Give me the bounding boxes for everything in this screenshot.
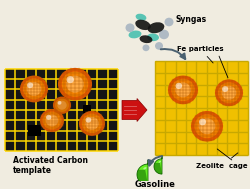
Text: Syngas: Syngas bbox=[176, 15, 207, 24]
Circle shape bbox=[23, 78, 45, 99]
Text: Gasoline: Gasoline bbox=[134, 180, 175, 189]
Ellipse shape bbox=[147, 33, 159, 41]
Circle shape bbox=[55, 98, 69, 112]
Circle shape bbox=[82, 114, 102, 133]
Circle shape bbox=[57, 101, 67, 110]
Circle shape bbox=[27, 82, 41, 96]
Ellipse shape bbox=[140, 35, 152, 43]
Circle shape bbox=[175, 82, 191, 97]
Circle shape bbox=[86, 117, 91, 123]
Circle shape bbox=[168, 76, 198, 104]
Text: Activated Carbon
template: Activated Carbon template bbox=[13, 156, 88, 175]
Polygon shape bbox=[154, 163, 164, 174]
FancyArrow shape bbox=[122, 98, 147, 122]
Circle shape bbox=[191, 111, 223, 142]
Circle shape bbox=[20, 76, 48, 102]
Polygon shape bbox=[154, 156, 162, 174]
Bar bbox=[83, 105, 91, 113]
Bar bbox=[5, 69, 118, 151]
Ellipse shape bbox=[148, 22, 164, 33]
Circle shape bbox=[79, 111, 105, 136]
Circle shape bbox=[176, 83, 182, 89]
Ellipse shape bbox=[143, 167, 146, 169]
Circle shape bbox=[194, 114, 220, 138]
Bar bbox=[155, 61, 248, 155]
Circle shape bbox=[159, 30, 169, 39]
Circle shape bbox=[62, 71, 88, 97]
Circle shape bbox=[218, 82, 240, 103]
Circle shape bbox=[155, 42, 163, 50]
Polygon shape bbox=[137, 160, 148, 185]
Text: Zeolite  cage: Zeolite cage bbox=[196, 153, 248, 169]
Ellipse shape bbox=[135, 20, 151, 30]
Ellipse shape bbox=[128, 30, 141, 38]
Circle shape bbox=[171, 79, 195, 101]
Ellipse shape bbox=[136, 14, 146, 21]
Circle shape bbox=[40, 109, 64, 132]
Ellipse shape bbox=[158, 161, 161, 163]
Circle shape bbox=[199, 118, 215, 134]
FancyArrowPatch shape bbox=[148, 156, 162, 166]
Circle shape bbox=[199, 119, 206, 125]
Text: Fe particles: Fe particles bbox=[177, 46, 223, 63]
Circle shape bbox=[58, 68, 92, 100]
Circle shape bbox=[58, 101, 62, 105]
Circle shape bbox=[43, 112, 61, 129]
Circle shape bbox=[27, 82, 33, 88]
Circle shape bbox=[222, 86, 236, 100]
Circle shape bbox=[85, 117, 99, 130]
Circle shape bbox=[46, 115, 58, 126]
Circle shape bbox=[126, 23, 134, 32]
Bar bbox=[28, 125, 41, 136]
Circle shape bbox=[164, 18, 173, 26]
Circle shape bbox=[142, 44, 150, 51]
Circle shape bbox=[215, 79, 243, 106]
Circle shape bbox=[53, 97, 71, 114]
Polygon shape bbox=[137, 170, 151, 185]
Circle shape bbox=[66, 76, 74, 83]
Circle shape bbox=[46, 115, 51, 120]
FancyArrowPatch shape bbox=[161, 49, 185, 59]
Circle shape bbox=[66, 76, 84, 93]
Circle shape bbox=[222, 86, 228, 92]
